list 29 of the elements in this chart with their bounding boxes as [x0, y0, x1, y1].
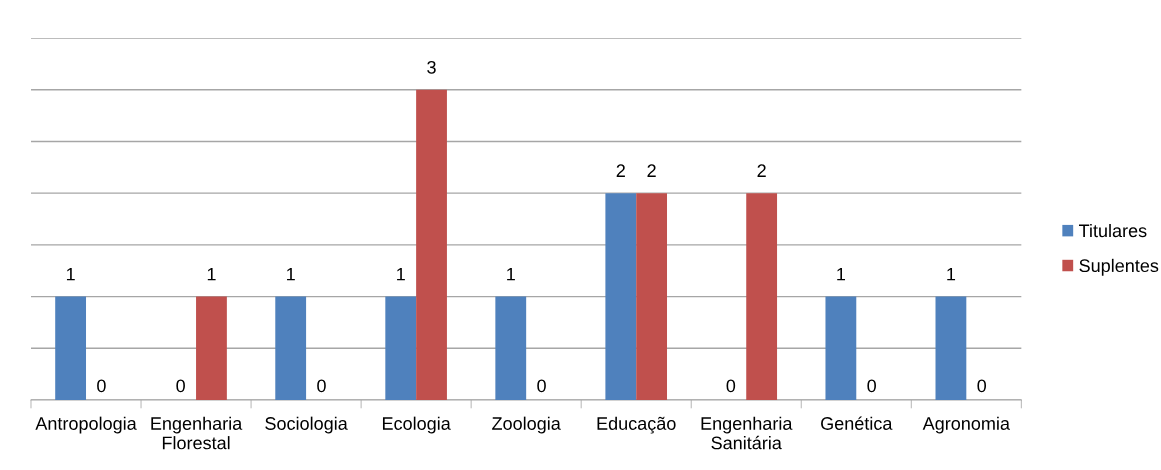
data-label: 2 [757, 164, 766, 177]
data-label: 2 [647, 164, 656, 177]
x-tick-label: Genética [821, 416, 893, 430]
data-label: 0 [867, 379, 876, 393]
data-label: 1 [287, 267, 295, 281]
data-label: 1 [507, 267, 515, 281]
x-tick-label: Engenharia Florestal [151, 416, 243, 450]
data-label: 0 [977, 379, 987, 393]
data-label: 3 [427, 60, 436, 74]
data-label: 1 [66, 267, 75, 281]
data-label: 1 [837, 267, 846, 281]
data-label: 0 [726, 379, 736, 393]
data-label: 1 [947, 267, 956, 281]
x-tick-label: Engenharia Sanitária [701, 416, 793, 450]
x-tick-label: Antropologia [35, 416, 137, 434]
x-tick-label: Sociologia [265, 416, 348, 434]
x-tick-label: Agronomia [922, 416, 1010, 434]
data-label: 0 [317, 379, 326, 393]
data-label: 1 [207, 267, 216, 281]
data-label: 1 [397, 267, 405, 281]
x-tick-label: Zoologia [492, 416, 561, 434]
x-tick-label: Ecologia [382, 416, 451, 434]
data-label: 0 [537, 379, 546, 393]
legend-label: Suplentes [1079, 258, 1159, 276]
legend-label: Titulares [1079, 223, 1147, 238]
x-tick-label: Educação [597, 416, 676, 434]
data-label: 0 [97, 379, 106, 393]
data-label: 0 [176, 379, 185, 393]
data-label: 2 [616, 164, 625, 177]
